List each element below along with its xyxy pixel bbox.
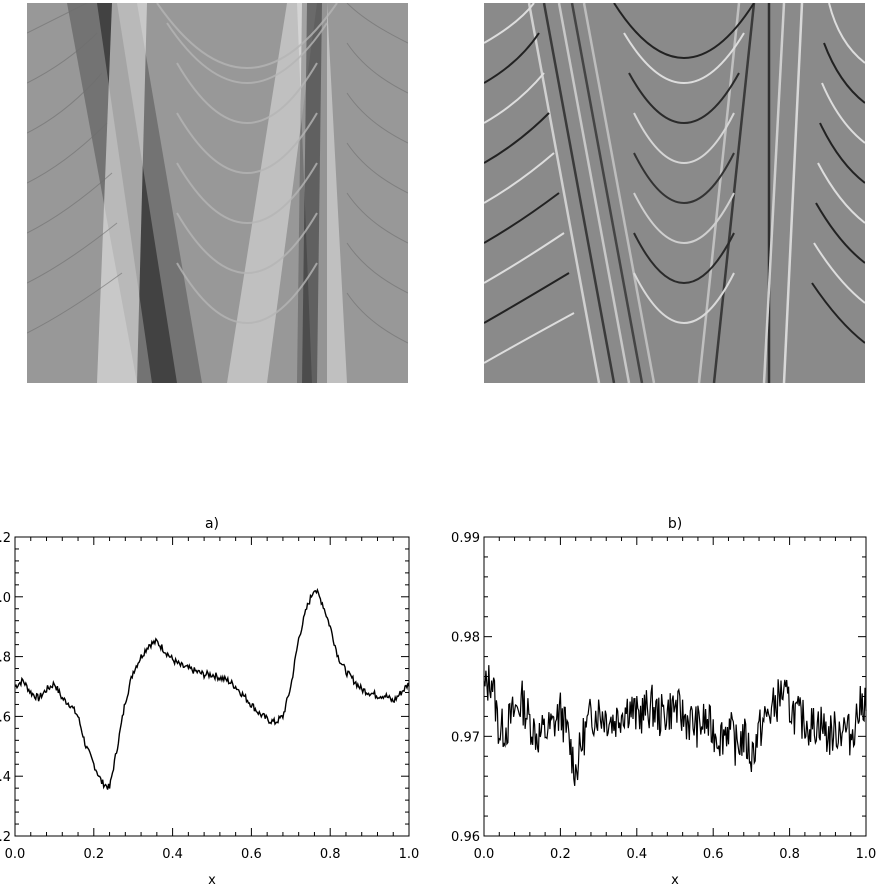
y-tick-label: 0.99 — [451, 531, 480, 546]
x-tick-label: 1.0 — [399, 847, 420, 862]
x-axis-label: x — [671, 873, 679, 888]
x-tick-label: 0.6 — [241, 847, 262, 862]
y-tick-label: 0.96 — [451, 830, 480, 845]
y-tick-label: 1.8 — [0, 651, 11, 666]
plot-frame — [14, 536, 410, 837]
field-b-svg — [484, 3, 865, 383]
x-tick-label: 0.4 — [626, 847, 647, 862]
x-tick-label: 0.4 — [162, 847, 183, 862]
x-tick-label: 0.2 — [83, 847, 104, 862]
x-tick-label: 1.0 — [856, 847, 877, 862]
x-axis-label: x — [208, 873, 216, 888]
x-tick-label: 0.2 — [550, 847, 571, 862]
x-tick-label: 0.8 — [779, 847, 800, 862]
y-tick-label: 1.6 — [0, 710, 11, 725]
x-tick-label: 0.0 — [5, 847, 26, 862]
x-tick-label: 0.8 — [320, 847, 341, 862]
plot-a: a) x 0.0 0.2 0.4 0.6 0.8 1.0 1.2 1.4 1.6 1.8 2.0 2.2 — [0, 516, 419, 888]
y-tick-label: 0.98 — [451, 631, 480, 646]
grayscale-field-b — [484, 3, 865, 383]
plot-b: b) x 0.0 0.2 0.4 0.6 0.8 1.0 0.96 0.97 0.98 0.99 — [451, 516, 876, 888]
y-tick-label: 1.4 — [0, 770, 11, 785]
field-a-svg — [27, 3, 408, 383]
grayscale-field-a — [27, 3, 408, 383]
y-tick-label: 2.2 — [0, 531, 11, 546]
plot-frame — [483, 536, 867, 837]
x-tick-label: 0.6 — [703, 847, 724, 862]
x-tick-label: 0.0 — [474, 847, 495, 862]
y-tick-label: 1.2 — [0, 830, 11, 845]
series-line — [483, 665, 867, 786]
y-tick-label: 2.0 — [0, 591, 11, 606]
y-tick-label: 0.97 — [451, 730, 480, 745]
plot-title: b) — [668, 516, 682, 532]
series-line — [14, 587, 410, 790]
plot-title: a) — [205, 516, 219, 532]
